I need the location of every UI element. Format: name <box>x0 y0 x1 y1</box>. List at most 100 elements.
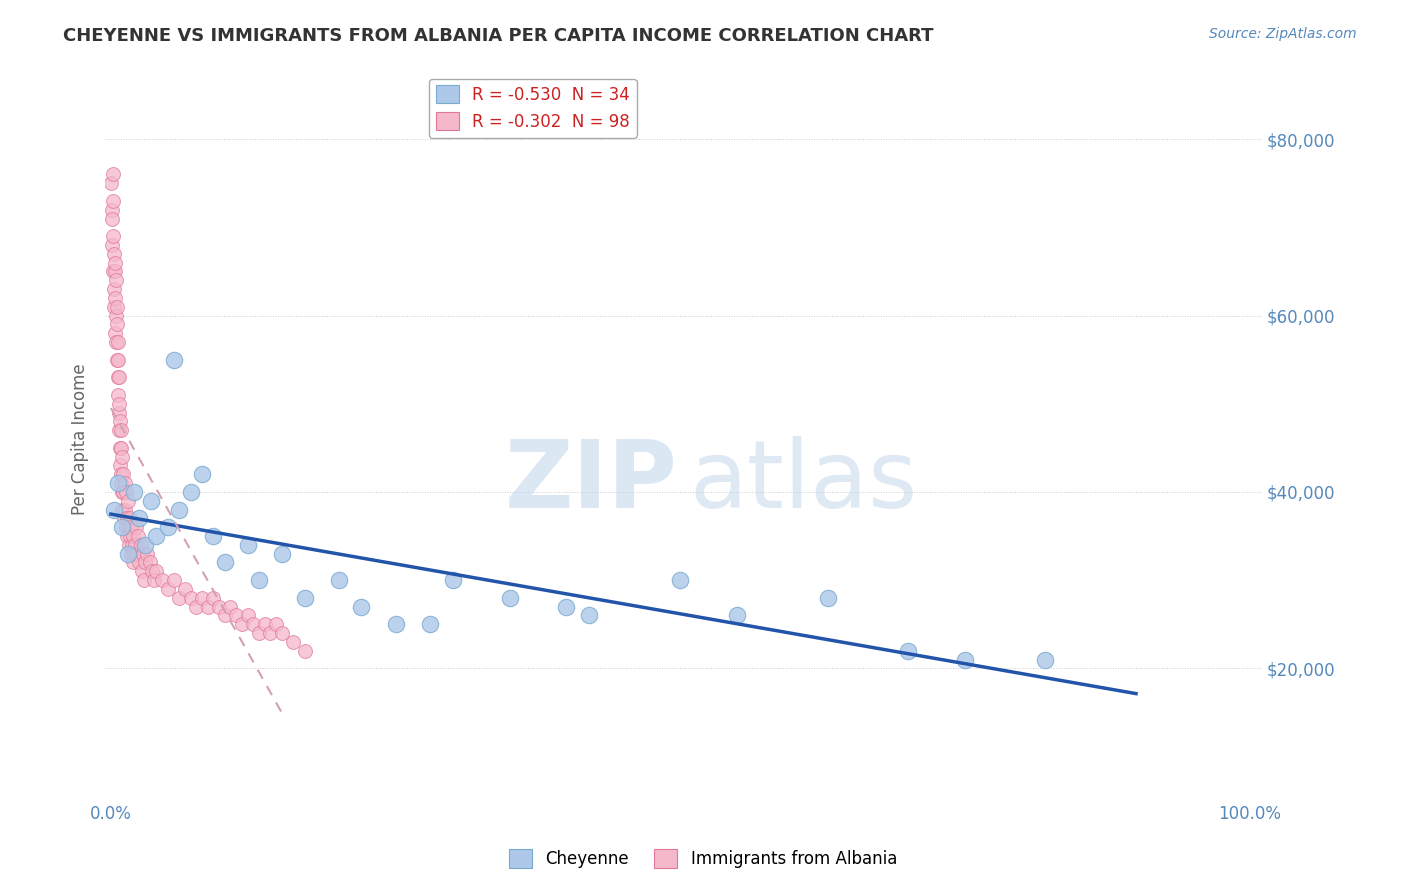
Point <box>105 318 128 332</box>
Point <box>103 247 125 261</box>
Point <box>111 520 134 534</box>
Point <box>191 467 214 482</box>
Point <box>259 626 281 640</box>
Point <box>129 538 152 552</box>
Point <box>143 573 166 587</box>
Point <box>117 529 139 543</box>
Point <box>128 556 150 570</box>
Point <box>132 573 155 587</box>
Point <box>197 599 219 614</box>
Point <box>191 591 214 605</box>
Point <box>202 591 225 605</box>
Point <box>114 476 136 491</box>
Point <box>101 264 124 278</box>
Point <box>270 626 292 640</box>
Point <box>120 529 142 543</box>
Point <box>174 582 197 596</box>
Point <box>247 626 270 640</box>
Text: Source: ZipAtlas.com: Source: ZipAtlas.com <box>1209 27 1357 41</box>
Point <box>107 370 129 384</box>
Point <box>242 617 264 632</box>
Point <box>134 556 156 570</box>
Point <box>225 608 247 623</box>
Point <box>294 591 316 605</box>
Point <box>162 573 184 587</box>
Point <box>111 502 134 516</box>
Point <box>107 388 129 402</box>
Text: CHEYENNE VS IMMIGRANTS FROM ALBANIA PER CAPITA INCOME CORRELATION CHART: CHEYENNE VS IMMIGRANTS FROM ALBANIA PER … <box>63 27 934 45</box>
Point <box>115 511 138 525</box>
Point <box>108 370 131 384</box>
Point <box>419 617 441 632</box>
Point <box>897 643 920 657</box>
Point <box>107 334 129 349</box>
Point <box>127 547 149 561</box>
Point <box>110 476 132 491</box>
Point <box>107 406 129 420</box>
Point <box>162 352 184 367</box>
Point <box>219 599 242 614</box>
Point <box>139 493 162 508</box>
Point <box>122 529 145 543</box>
Point <box>107 352 129 367</box>
Text: ZIP: ZIP <box>505 436 678 528</box>
Point <box>121 538 143 552</box>
Point <box>236 608 259 623</box>
Point <box>145 529 167 543</box>
Point <box>103 168 125 182</box>
Point <box>384 617 406 632</box>
Point <box>156 520 179 534</box>
Point <box>110 441 132 455</box>
Point <box>202 529 225 543</box>
Point <box>104 309 127 323</box>
Point <box>101 202 124 217</box>
Point <box>105 273 128 287</box>
Point <box>247 573 270 587</box>
Point <box>253 617 276 632</box>
Point <box>104 326 127 341</box>
Point <box>817 591 839 605</box>
Point <box>167 591 190 605</box>
Point <box>141 564 163 578</box>
Point <box>110 458 132 473</box>
Legend: Cheyenne, Immigrants from Albania: Cheyenne, Immigrants from Albania <box>502 843 904 875</box>
Point <box>281 635 304 649</box>
Point <box>104 291 127 305</box>
Point <box>264 617 287 632</box>
Point <box>114 502 136 516</box>
Point <box>117 493 139 508</box>
Text: atlas: atlas <box>689 436 917 528</box>
Point <box>107 476 129 491</box>
Point <box>117 520 139 534</box>
Point <box>101 238 124 252</box>
Point <box>105 300 128 314</box>
Point <box>180 485 202 500</box>
Point <box>103 282 125 296</box>
Point <box>127 529 149 543</box>
Point <box>120 520 142 534</box>
Point <box>669 573 692 587</box>
Point <box>108 414 131 428</box>
Point <box>121 556 143 570</box>
Point <box>167 502 190 516</box>
Point <box>105 334 128 349</box>
Point <box>122 547 145 561</box>
Point <box>1033 652 1056 666</box>
Point <box>578 608 600 623</box>
Point <box>294 643 316 657</box>
Point <box>122 485 145 500</box>
Point <box>231 617 253 632</box>
Point <box>124 538 146 552</box>
Point <box>145 564 167 578</box>
Point <box>111 485 134 500</box>
Point <box>108 397 131 411</box>
Point <box>125 520 148 534</box>
Point <box>108 423 131 437</box>
Point <box>103 229 125 244</box>
Point <box>156 582 179 596</box>
Point <box>112 485 135 500</box>
Point <box>117 547 139 561</box>
Point <box>131 564 153 578</box>
Point <box>328 573 350 587</box>
Point <box>100 176 122 190</box>
